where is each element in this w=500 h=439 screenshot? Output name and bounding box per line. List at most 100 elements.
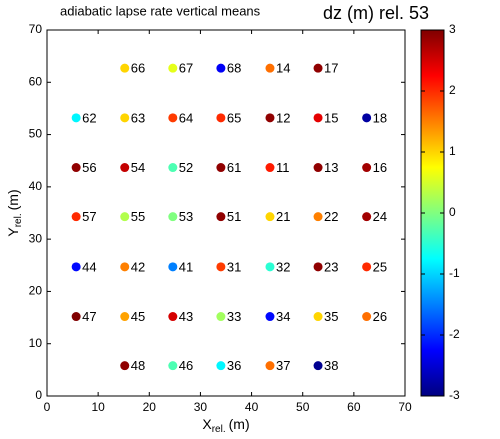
y-tick-label: 0	[35, 388, 42, 402]
point-label: 55	[131, 209, 145, 224]
point-label: 18	[373, 110, 387, 125]
x-tick-label: 20	[143, 400, 157, 414]
point	[71, 163, 81, 173]
point	[362, 312, 372, 322]
point	[120, 63, 130, 73]
point	[120, 212, 130, 222]
colorbar-tick-label: 3	[449, 22, 456, 36]
point	[313, 361, 323, 371]
point	[265, 63, 275, 73]
point-label: 11	[276, 160, 290, 175]
point-label: 44	[82, 259, 96, 274]
point-label: 25	[373, 259, 387, 274]
point-label: 16	[373, 160, 387, 175]
y-tick-label: 60	[29, 74, 43, 88]
point-label: 65	[227, 110, 241, 125]
colorbar-tick-label: 2	[449, 83, 456, 97]
point-label: 67	[179, 61, 193, 76]
x-tick-label: 0	[44, 400, 51, 414]
point-label: 64	[179, 110, 193, 125]
point-label: 41	[179, 259, 193, 274]
point	[168, 63, 178, 73]
x-label-main: X	[202, 416, 212, 432]
point-label: 51	[227, 209, 241, 224]
point	[362, 163, 372, 173]
point-label: 46	[179, 358, 193, 373]
point	[216, 312, 226, 322]
x-tick-label: 70	[398, 400, 412, 414]
point	[362, 113, 372, 123]
point-label: 33	[227, 309, 241, 324]
point	[313, 63, 323, 73]
point-label: 17	[324, 61, 338, 76]
x-label-unit: (m)	[229, 416, 250, 432]
point-label: 23	[324, 259, 338, 274]
x-label-sub: rel.	[212, 424, 226, 435]
colorbar-tick-label: -2	[449, 327, 460, 341]
colorbar-tick-label: -3	[449, 388, 460, 402]
point-label: 45	[131, 309, 145, 324]
x-axis-label: Xrel. (m)	[202, 416, 249, 435]
point-label: 52	[179, 160, 193, 175]
point	[168, 262, 178, 272]
point	[71, 262, 81, 272]
point	[120, 262, 130, 272]
point	[120, 361, 130, 371]
colorbar-tick-label: 0	[449, 205, 456, 219]
point	[71, 212, 81, 222]
point-label: 38	[324, 358, 338, 373]
point	[71, 113, 81, 123]
point	[216, 63, 226, 73]
point	[362, 262, 372, 272]
point	[265, 163, 275, 173]
point-label: 13	[324, 160, 338, 175]
point	[265, 262, 275, 272]
x-tick-label: 60	[347, 400, 361, 414]
point	[168, 163, 178, 173]
point-label: 54	[131, 160, 145, 175]
point	[168, 361, 178, 371]
point-label: 21	[276, 209, 290, 224]
colorbar-tick-label: 1	[449, 144, 456, 158]
point	[71, 312, 81, 322]
x-tick-label: 40	[245, 400, 259, 414]
point-label: 14	[276, 61, 290, 76]
point-label: 57	[82, 209, 96, 224]
y-label-unit: (m)	[5, 189, 21, 210]
point	[265, 361, 275, 371]
point-label: 53	[179, 209, 193, 224]
point-label: 48	[131, 358, 145, 373]
point-label: 15	[324, 110, 338, 125]
point	[265, 312, 275, 322]
point-label: 62	[82, 110, 96, 125]
y-tick-label: 50	[29, 127, 43, 141]
point-label: 31	[227, 259, 241, 274]
point	[216, 212, 226, 222]
point	[216, 262, 226, 272]
y-label-sub: rel.	[13, 213, 24, 227]
x-tick-label: 50	[296, 400, 310, 414]
point	[120, 163, 130, 173]
chart-title: adiabatic lapse rate vertical means	[60, 3, 261, 18]
x-tick-label: 10	[91, 400, 105, 414]
colorbar-tick-label: -1	[449, 266, 460, 280]
point-label: 42	[131, 259, 145, 274]
point-label: 26	[373, 309, 387, 324]
point-label: 56	[82, 160, 96, 175]
y-tick-label: 20	[29, 284, 43, 298]
point-label: 37	[276, 358, 290, 373]
point	[265, 113, 275, 123]
x-tick-label: 30	[194, 400, 208, 414]
point	[216, 361, 226, 371]
point	[120, 312, 130, 322]
point-label: 12	[276, 110, 290, 125]
point	[313, 262, 323, 272]
point-label: 43	[179, 309, 193, 324]
point-label: 35	[324, 309, 338, 324]
point	[362, 212, 372, 222]
point	[168, 113, 178, 123]
y-tick-label: 40	[29, 179, 43, 193]
y-tick-label: 30	[29, 231, 43, 245]
point-label: 61	[227, 160, 241, 175]
